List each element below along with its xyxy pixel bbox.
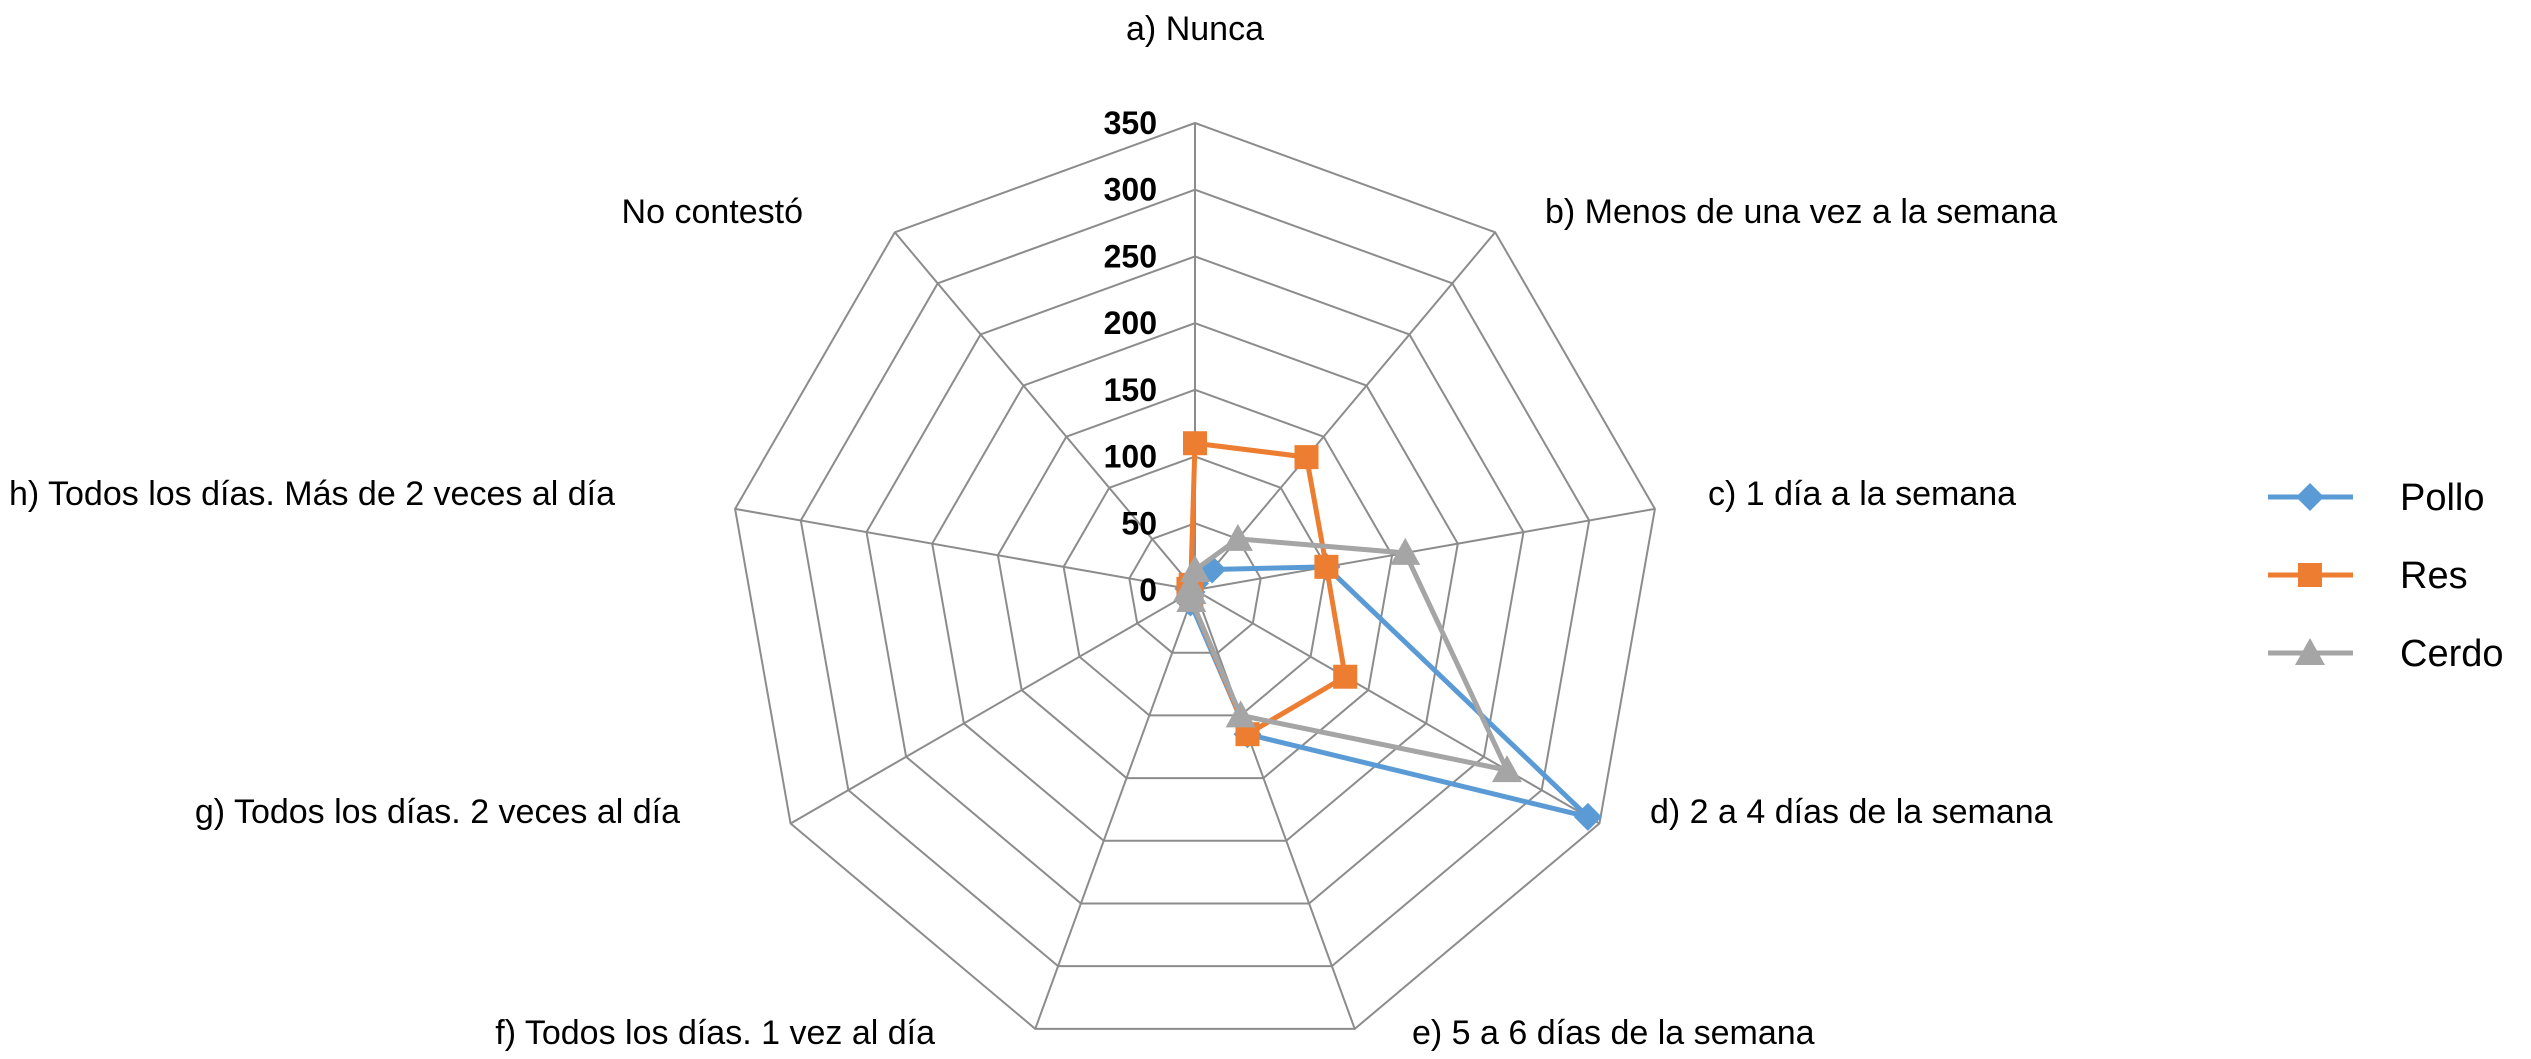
data-point bbox=[1225, 700, 1256, 728]
grid-spoke bbox=[894, 231, 1196, 591]
tick-label: 300 bbox=[1104, 172, 1157, 208]
series-pollo bbox=[1174, 552, 1602, 831]
data-point bbox=[1390, 537, 1421, 565]
tick-label: 0 bbox=[1139, 572, 1157, 608]
category-label: No contestó bbox=[622, 193, 803, 231]
category-label: a) Nunca bbox=[1126, 10, 1264, 48]
data-point bbox=[1183, 431, 1207, 456]
legend-marker bbox=[2298, 563, 2322, 587]
grid-spoke bbox=[1034, 589, 1196, 1030]
radial-axis-ticks: 0 50 100 150 200 250 300 350 bbox=[1104, 105, 1157, 608]
category-label: f) Todos los días. 1 vez al día bbox=[495, 1014, 935, 1052]
tick-label: 50 bbox=[1121, 505, 1157, 541]
category-label: c) 1 día a la semana bbox=[1708, 475, 2016, 513]
category-label: h) Todos los días. Más de 2 veces al día bbox=[9, 475, 615, 513]
grid-ring bbox=[996, 388, 1394, 780]
legend-label: Pollo bbox=[2400, 477, 2485, 519]
series-line bbox=[1185, 564, 1591, 820]
grid-ring bbox=[931, 322, 1459, 842]
legend-marker bbox=[2296, 483, 2324, 511]
grid-ring bbox=[1128, 522, 1262, 654]
grid-ring bbox=[865, 255, 1525, 905]
data-point bbox=[1333, 664, 1358, 689]
data-point bbox=[1222, 523, 1253, 551]
grid-ring bbox=[1062, 455, 1328, 717]
grid-spoke bbox=[1194, 589, 1356, 1030]
data-point bbox=[1573, 802, 1602, 831]
data-point bbox=[1314, 554, 1339, 579]
data-point bbox=[1294, 445, 1319, 470]
legend-item-res: Res bbox=[2268, 555, 2468, 597]
data-point bbox=[1180, 554, 1210, 582]
tick-label: 200 bbox=[1104, 305, 1157, 341]
legend-label: Res bbox=[2400, 555, 2468, 597]
grid-ring bbox=[734, 121, 1656, 1030]
tick-label: 100 bbox=[1104, 439, 1157, 475]
category-label: b) Menos de una vez a la semana bbox=[1545, 193, 2057, 231]
legend-label: Cerdo bbox=[2400, 633, 2504, 675]
grid-spoke bbox=[1194, 589, 1600, 825]
data-series bbox=[1173, 431, 1602, 831]
category-label: d) 2 a 4 días de la semana bbox=[1650, 793, 2053, 831]
tick-label: 250 bbox=[1104, 238, 1157, 274]
category-label: e) 5 a 6 días de la semana bbox=[1412, 1014, 1815, 1052]
category-labels: a) Nunca b) Menos de una vez a la semana c… bbox=[9, 10, 2057, 1052]
radar-grid bbox=[734, 121, 1656, 1030]
grid-spoke bbox=[1194, 507, 1656, 591]
tick-label: 150 bbox=[1104, 372, 1157, 408]
tick-label: 350 bbox=[1104, 105, 1157, 141]
grid-ring bbox=[799, 188, 1591, 968]
legend-item-pollo: Pollo bbox=[2268, 477, 2485, 519]
category-label: g) Todos los días. 2 veces al día bbox=[195, 793, 680, 831]
data-point bbox=[1491, 755, 1522, 783]
legend: Pollo Res Cerdo bbox=[2268, 477, 2504, 675]
legend-marker bbox=[2295, 638, 2325, 665]
series-cerdo bbox=[1173, 523, 1522, 783]
grid-spoke bbox=[734, 507, 1196, 591]
grid-spoke bbox=[790, 589, 1196, 825]
legend-item-cerdo: Cerdo bbox=[2268, 633, 2504, 675]
grid-spoke bbox=[1194, 231, 1496, 591]
data-point bbox=[1175, 569, 1206, 597]
